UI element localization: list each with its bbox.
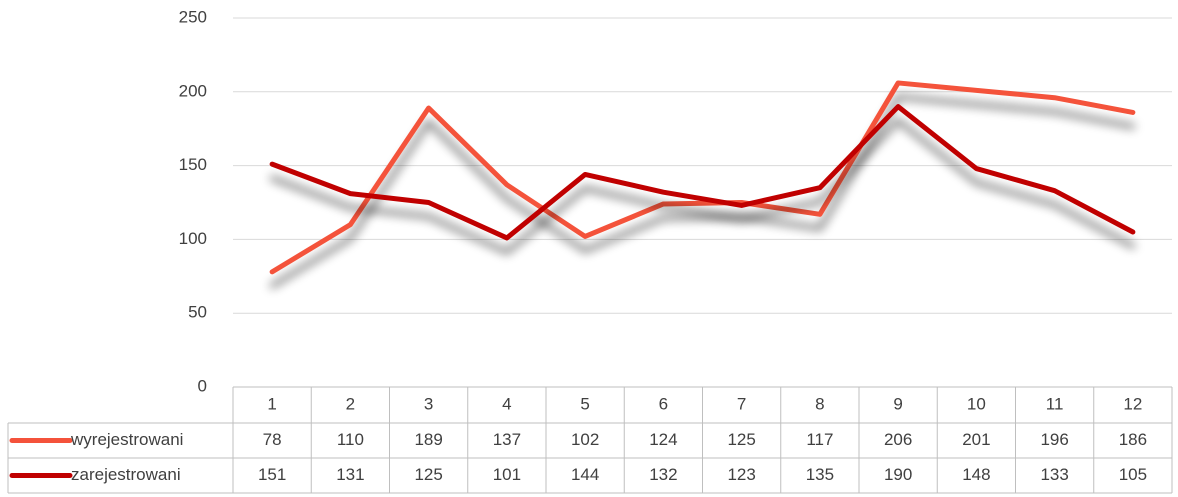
table-value: 125	[727, 430, 755, 449]
table-value: 117	[806, 430, 833, 449]
y-tick-label: 50	[188, 303, 207, 322]
table-value: 133	[1040, 465, 1068, 484]
legend-label: wyrejestrowani	[70, 430, 183, 449]
x-tick-label: 6	[659, 394, 668, 413]
table-value: 196	[1040, 430, 1068, 449]
table-value: 105	[1119, 465, 1147, 484]
y-tick-label: 0	[198, 376, 207, 395]
y-tick-label: 200	[179, 81, 207, 100]
x-tick-label: 5	[580, 394, 589, 413]
x-tick-label: 11	[1046, 394, 1064, 413]
table-value: 78	[263, 430, 282, 449]
x-tick-label: 3	[424, 394, 433, 413]
table-value: 110	[337, 430, 364, 449]
table-value: 201	[962, 430, 990, 449]
table-value: 131	[336, 465, 364, 484]
x-tick-label: 10	[967, 394, 986, 413]
table-value: 123	[727, 465, 755, 484]
table-value: 151	[258, 465, 286, 484]
table-value: 144	[571, 465, 599, 484]
legend-label: zarejestrowani	[71, 465, 181, 484]
y-tick-label: 250	[179, 7, 207, 26]
x-tick-label: 1	[267, 394, 276, 413]
x-tick-label: 8	[815, 394, 824, 413]
table-value: 148	[962, 465, 990, 484]
table-value: 186	[1119, 430, 1147, 449]
series-line	[269, 80, 1136, 275]
table-value: 189	[414, 430, 442, 449]
table-value: 206	[884, 430, 912, 449]
series-line	[269, 104, 1136, 241]
table-value: 137	[493, 430, 521, 449]
x-tick-label: 12	[1123, 394, 1142, 413]
y-tick-label: 150	[179, 155, 207, 174]
x-tick-label: 7	[737, 394, 746, 413]
table-value: 124	[649, 430, 677, 449]
y-tick-label: 100	[179, 229, 207, 248]
x-tick-label: 2	[346, 394, 355, 413]
table-value: 101	[493, 465, 521, 484]
x-tick-label: 4	[502, 394, 511, 413]
table-value: 132	[649, 465, 677, 484]
x-tick-label: 9	[893, 394, 902, 413]
table-value: 135	[806, 465, 834, 484]
table-value: 190	[884, 465, 912, 484]
table-value: 102	[571, 430, 599, 449]
table-value: 125	[414, 465, 442, 484]
